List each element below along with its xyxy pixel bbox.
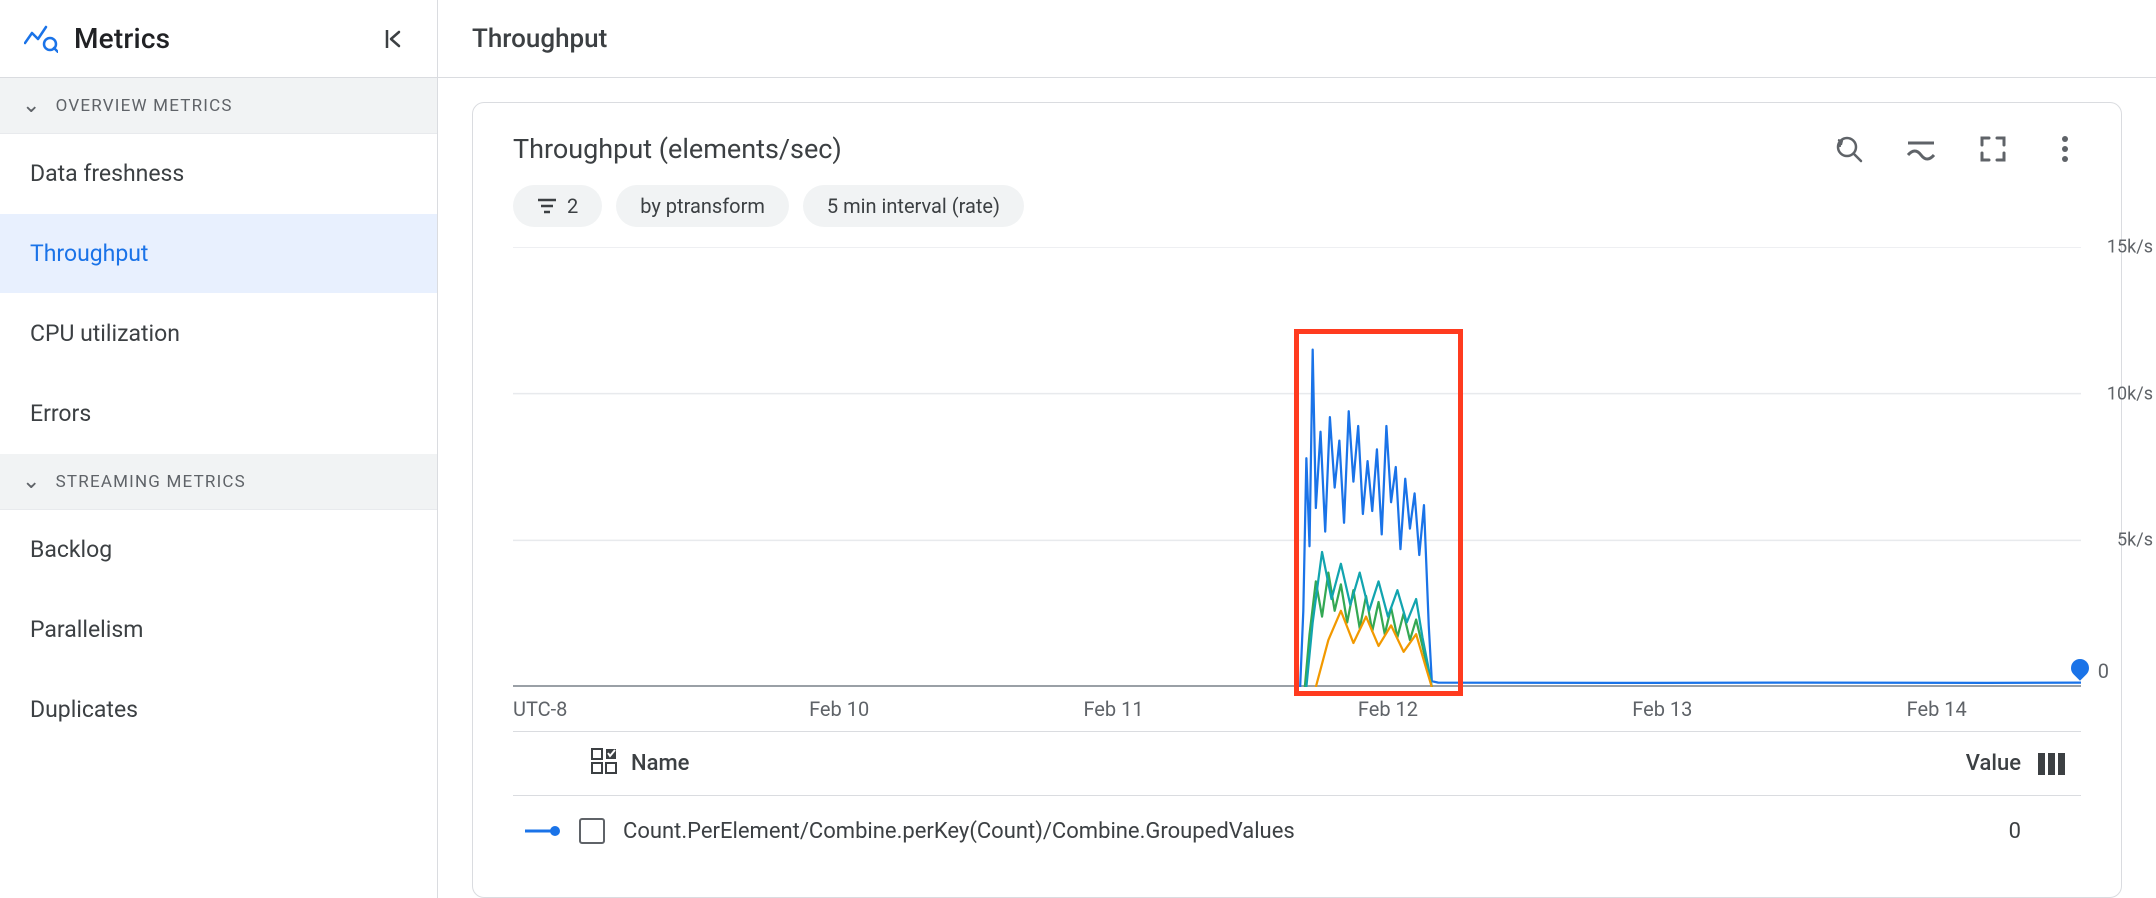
section-label: STREAMING METRICS (56, 472, 246, 492)
sidebar-item-backlog[interactable]: Backlog (0, 510, 437, 590)
filter-chip[interactable]: 5 min interval (rate) (803, 185, 1024, 227)
annotation-highlight (1294, 329, 1463, 696)
series-name: Count.PerElement/Combine.perKey(Count)/C… (623, 819, 1901, 844)
sidebar: Metrics ⌄ OVERVIEW METRICS Data freshnessT… (0, 0, 438, 898)
legend-selector-icon[interactable] (591, 748, 617, 780)
x-tick-label: Feb 11 (1083, 697, 1143, 721)
chart-title: Throughput (elements/sec) (513, 133, 1833, 165)
legend-table: Name Value Count.PerElement/Combine.perK… (513, 731, 2081, 866)
chevron-down-icon: ⌄ (22, 471, 42, 493)
filter-icon (537, 198, 557, 214)
y-tick-label: 15k/s (2107, 237, 2153, 258)
series-swatch (513, 825, 573, 837)
filter-chip[interactable]: by ptransform (616, 185, 789, 227)
section-header[interactable]: ⌄ STREAMING METRICS (0, 454, 437, 510)
legend-header: Name Value (513, 732, 2081, 796)
chart-panel: Throughput (elements/sec) (472, 102, 2122, 898)
section-header[interactable]: ⌄ OVERVIEW METRICS (0, 78, 437, 134)
series-value: 0 (1901, 819, 2021, 844)
legend-toggle-button[interactable] (1905, 133, 1937, 165)
legend-name-header[interactable]: Name (631, 751, 689, 776)
main-content: Throughput Throughput (elements/sec) (438, 0, 2156, 898)
page-title: Throughput (438, 0, 2156, 78)
filter-chip[interactable]: 2 (513, 185, 602, 227)
legend-row[interactable]: Count.PerElement/Combine.perKey(Count)/C… (513, 796, 2081, 866)
reset-zoom-button[interactable] (1833, 133, 1865, 165)
more-options-button[interactable] (2049, 133, 2081, 165)
x-tick-label: Feb 10 (809, 697, 869, 721)
legend-value-header[interactable]: Value (1901, 751, 2021, 776)
sidebar-item-cpu-utilization[interactable]: CPU utilization (0, 294, 437, 374)
section-label: OVERVIEW METRICS (56, 96, 233, 116)
sidebar-item-errors[interactable]: Errors (0, 374, 437, 454)
sidebar-title: Metrics (74, 22, 377, 55)
series-checkbox[interactable] (579, 818, 605, 844)
x-tick-label: Feb 14 (1907, 697, 1967, 721)
timezone-label: UTC-8 (513, 697, 567, 721)
y-zero-label: 0 (2098, 659, 2109, 683)
sidebar-item-throughput[interactable]: Throughput (0, 214, 437, 294)
metrics-icon (24, 25, 58, 53)
fullscreen-button[interactable] (1977, 133, 2009, 165)
chip-label: by ptransform (640, 194, 765, 218)
column-picker-button[interactable] (2021, 752, 2081, 776)
collapse-sidebar-button[interactable] (377, 21, 413, 57)
sidebar-item-parallelism[interactable]: Parallelism (0, 590, 437, 670)
sidebar-item-data-freshness[interactable]: Data freshness (0, 134, 437, 214)
x-tick-label: Feb 12 (1358, 697, 1418, 721)
throughput-chart[interactable]: 15k/s10k/s5k/s Feb 10Feb 11Feb 12Feb 13F… (513, 247, 2081, 687)
chip-label: 5 min interval (rate) (827, 194, 1000, 218)
sidebar-header: Metrics (0, 0, 437, 78)
y-tick-label: 5k/s (2117, 530, 2153, 551)
chevron-down-icon: ⌄ (22, 95, 42, 117)
chip-label: 2 (567, 194, 578, 218)
sidebar-item-duplicates[interactable]: Duplicates (0, 670, 437, 750)
y-tick-label: 10k/s (2107, 383, 2153, 404)
x-tick-label: Feb 13 (1632, 697, 1692, 721)
